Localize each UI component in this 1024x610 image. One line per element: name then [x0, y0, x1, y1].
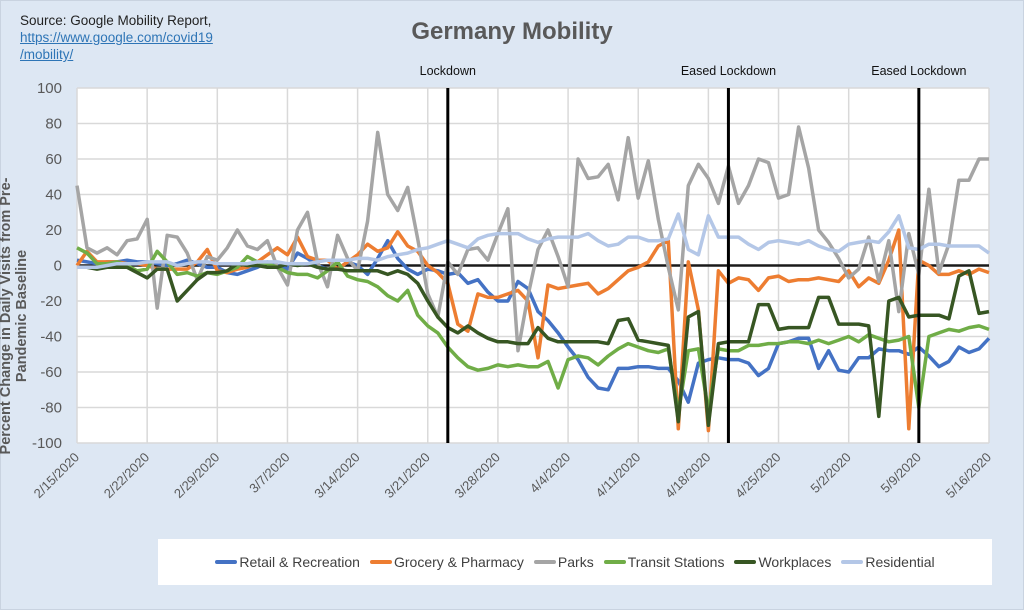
source-note: Source: Google Mobility Report, https://…	[20, 12, 213, 63]
legend: Retail & Recreation Grocery & Pharmacy Par…	[158, 539, 992, 585]
event-label: Lockdown	[420, 64, 476, 78]
legend-label: Grocery & Pharmacy	[393, 554, 524, 570]
event-label: Eased Lockdown	[871, 64, 966, 78]
legend-item: Residential	[841, 554, 935, 570]
y-tick-label: 0	[54, 258, 62, 275]
x-tick-label: 3/21/2020	[381, 450, 433, 502]
legend-item: Workplaces	[734, 554, 831, 570]
y-tick-label: -60	[40, 364, 62, 381]
x-tick-label: 4/25/2020	[732, 450, 784, 502]
chart-title: Germany Mobility	[411, 18, 613, 45]
legend-swatch	[533, 560, 556, 564]
legend-swatch	[369, 560, 392, 564]
x-tick-label: 5/16/2020	[943, 450, 995, 502]
legend-item: Transit Stations	[603, 554, 725, 570]
x-tick-label: 4/4/2020	[527, 450, 573, 496]
y-tick-label: 80	[45, 116, 62, 133]
x-tick-label: 2/22/2020	[101, 450, 153, 502]
legend-swatch	[734, 560, 757, 564]
source-text: Source: Google Mobility Report,	[20, 13, 212, 28]
y-tick-label: 100	[37, 80, 62, 97]
y-tick-label: -40	[40, 329, 62, 346]
y-tick-label: 60	[45, 151, 62, 168]
y-tick-label: -100	[32, 435, 62, 452]
source-link[interactable]: https://www.google.com/covid19/mobility/	[20, 30, 213, 62]
series-line-parks	[75, 125, 989, 353]
legend-label: Workplaces	[758, 554, 832, 570]
x-tick-label: 3/7/2020	[246, 450, 292, 496]
legend-item: Parks	[533, 554, 594, 570]
x-tick-label: 3/14/2020	[311, 450, 363, 502]
y-tick-label: 20	[45, 222, 62, 239]
series-line-workplaces	[77, 261, 990, 428]
x-tick-label: 3/28/2020	[452, 450, 504, 502]
x-tick-label: 4/11/2020	[593, 450, 644, 501]
legend-swatch	[841, 560, 864, 564]
legend-label: Retail & Recreation	[239, 554, 360, 570]
legend-label: Residential	[865, 554, 935, 570]
legend-item: Grocery & Pharmacy	[369, 554, 524, 570]
event-label: Eased Lockdown	[681, 64, 776, 78]
legend-item: Retail & Recreation	[215, 554, 360, 570]
y-tick-label: -20	[40, 293, 62, 310]
x-tick-label: 4/18/2020	[662, 450, 714, 502]
legend-label: Transit Stations	[627, 554, 725, 570]
y-tick-label: 40	[45, 187, 62, 204]
y-tick-label: -80	[40, 400, 62, 417]
x-tick-label: 5/9/2020	[878, 450, 924, 496]
x-tick-label: 5/2/2020	[807, 450, 853, 496]
series-line-residential	[77, 212, 991, 270]
x-tick-label: 2/15/2020	[31, 450, 83, 502]
legend-swatch	[215, 560, 238, 564]
legend-label: Parks	[557, 554, 594, 570]
x-tick-label: 2/29/2020	[171, 450, 223, 502]
legend-swatch	[603, 560, 626, 564]
